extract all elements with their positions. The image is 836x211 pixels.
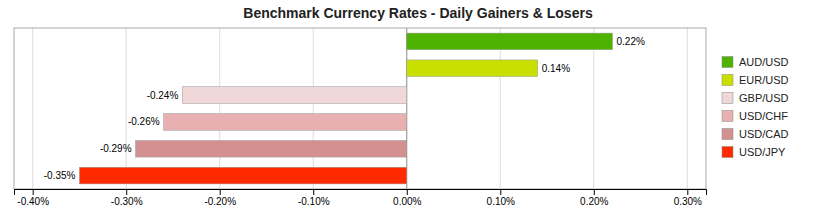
data-label: -0.24%	[147, 90, 179, 101]
data-label: 0.14%	[542, 63, 570, 74]
x-tick-mark	[220, 189, 221, 195]
legend-label: USD/CAD	[739, 128, 789, 140]
title: Benchmark Currency Rates - Daily Gainers…	[243, 5, 593, 21]
x-tick-label: -0.20%	[204, 196, 236, 207]
bar	[407, 60, 538, 77]
grid-line	[32, 28, 33, 189]
x-tick-mark	[407, 189, 408, 195]
bar	[79, 167, 406, 184]
legend-label: AUD/USD	[739, 56, 789, 68]
legend-item: EUR/USD	[722, 74, 789, 86]
x-tick: -0.10%	[298, 189, 330, 207]
x-tick-label: 0.20%	[580, 196, 608, 207]
data-label: -0.29%	[100, 143, 132, 154]
bar	[407, 33, 613, 50]
legend-item: USD/CHF	[722, 110, 788, 122]
legend-swatch	[722, 147, 733, 158]
x-tick: 0.20%	[580, 189, 608, 207]
grid-line	[593, 28, 594, 189]
grid-line	[313, 28, 314, 189]
data-label: -0.26%	[128, 116, 160, 127]
legend-item: GBP/USD	[722, 92, 789, 104]
x-tick: 0.10%	[487, 189, 515, 207]
grid	[33, 28, 688, 189]
legend-label: EUR/USD	[739, 74, 789, 86]
x-tick-label: -0.10%	[298, 196, 330, 207]
plot-frame	[14, 28, 706, 189]
x-tick: 0.30%	[674, 189, 702, 207]
x-tick: -0.30%	[111, 189, 143, 207]
chart: Benchmark Currency Rates - Daily Gainers…	[0, 0, 836, 211]
x-tick: 0.00%	[393, 189, 421, 207]
zero-line	[406, 28, 407, 189]
x-tick-mark	[500, 189, 501, 195]
grid-line	[219, 28, 220, 189]
grid-line	[500, 28, 501, 189]
legend-label: GBP/USD	[739, 92, 789, 104]
x-tick-mark	[594, 189, 595, 195]
legend-swatch	[722, 93, 733, 104]
x-tick: -0.20%	[204, 189, 236, 207]
legend: AUD/USD EUR/USD GBP/USD USD/CHF USD/CAD USD/J…	[722, 56, 789, 158]
legend-label: USD/CHF	[739, 110, 788, 122]
grid-line	[687, 28, 688, 189]
grid-line	[126, 28, 127, 189]
x-tick-label: -0.40%	[17, 196, 49, 207]
x-tick-mark	[313, 189, 314, 195]
legend-swatch	[722, 111, 733, 122]
x-tick-label: -0.30%	[111, 196, 143, 207]
legend-swatch	[722, 57, 733, 68]
legend-item: USD/CAD	[722, 128, 789, 140]
legend-swatch	[722, 129, 733, 140]
bar	[136, 140, 407, 157]
x-axis: -0.40% -0.30% -0.20% -0.10% 0.00% 0.10% 0.20% 0…	[15, 189, 707, 207]
bar	[182, 87, 406, 104]
data-label: 0.22%	[616, 36, 644, 47]
x-tick-label: 0.10%	[487, 196, 515, 207]
bar	[164, 114, 407, 131]
bars	[79, 33, 612, 184]
legend-item: USD/JPY	[722, 146, 786, 158]
legend-item: AUD/USD	[722, 56, 789, 68]
x-tick-label: 0.00%	[393, 196, 421, 207]
x-axis-line	[15, 190, 707, 196]
data-label: -0.35%	[44, 170, 76, 181]
x-tick: -0.40%	[17, 189, 49, 207]
x-tick-mark	[126, 189, 127, 195]
x-tick-label: 0.30%	[674, 196, 702, 207]
x-tick-mark	[33, 189, 34, 195]
x-tick-mark	[687, 189, 688, 195]
plot: -0.40% -0.30% -0.20% -0.10% 0.00% 0.10% 0.20% 0…	[14, 28, 707, 207]
legend-label: USD/JPY	[739, 146, 786, 158]
data-labels: 0.22% 0.14% -0.24% -0.26% -0.29% -0.35%	[44, 36, 645, 181]
legend-swatch	[722, 75, 733, 86]
